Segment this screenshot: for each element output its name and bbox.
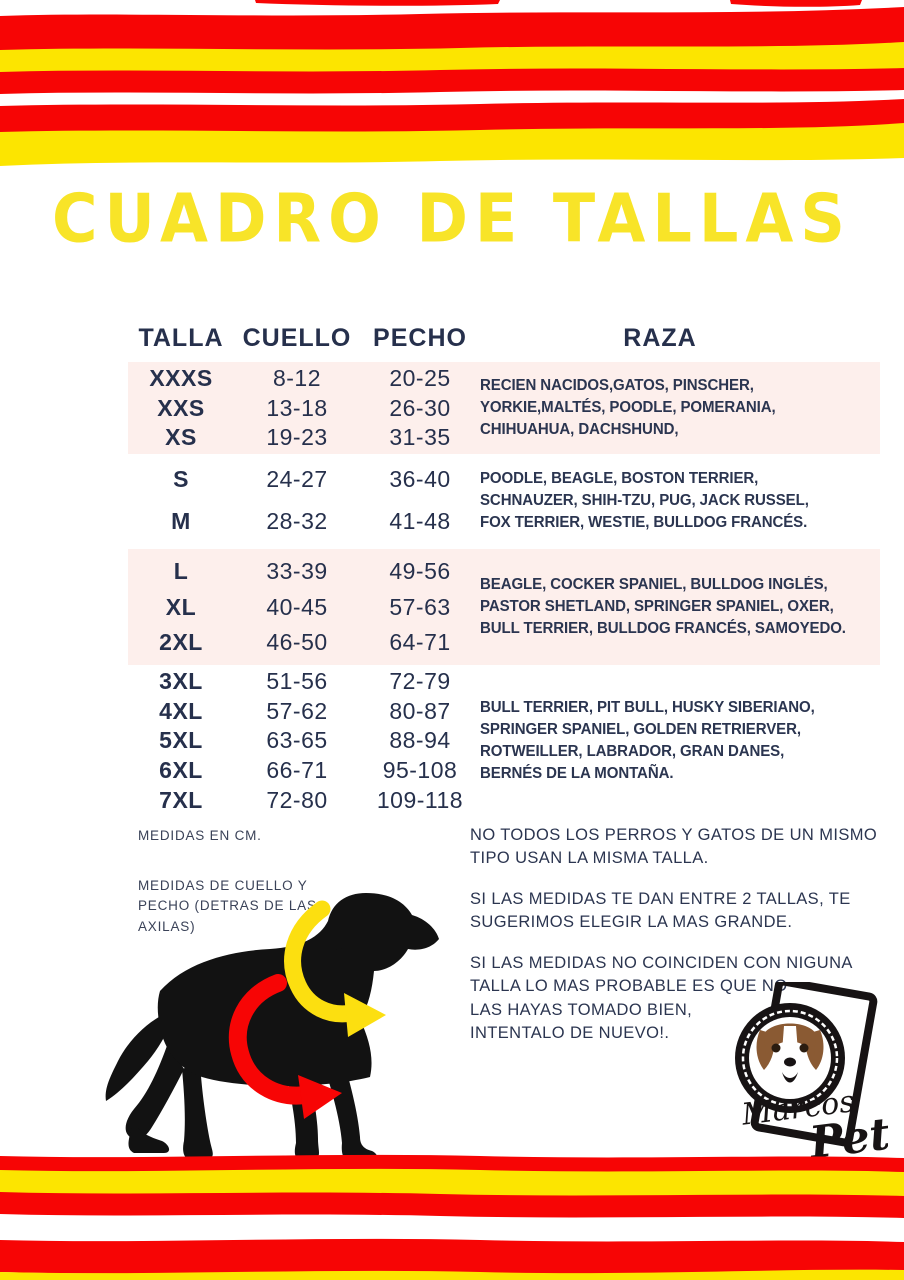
cuello-column: 8-12 13-18 19-23 bbox=[234, 362, 360, 454]
size-label: L bbox=[173, 557, 189, 584]
size-label: 5XL bbox=[159, 727, 203, 754]
pecho-value: 80-87 bbox=[389, 697, 451, 724]
size-label: 2XL bbox=[159, 629, 203, 656]
size-label: M bbox=[171, 507, 191, 534]
pecho-column: 36-40 41-48 bbox=[360, 452, 480, 549]
size-label: 3XL bbox=[159, 667, 203, 694]
pecho-value: 95-108 bbox=[382, 757, 458, 784]
size-label: XXXS bbox=[149, 364, 213, 391]
pecho-value: 72-79 bbox=[389, 667, 451, 694]
page-title: CUADRO DE TALLAS bbox=[52, 179, 852, 258]
cuello-value: 13-18 bbox=[266, 394, 328, 421]
bottom-stripes-decoration bbox=[0, 1154, 904, 1280]
header-talla: TALLA bbox=[138, 324, 224, 352]
pecho-value: 49-56 bbox=[389, 557, 451, 584]
pecho-value: 36-40 bbox=[389, 466, 451, 493]
size-label: S bbox=[173, 466, 189, 493]
size-label: 4XL bbox=[159, 697, 203, 724]
note-how-to-measure: MEDIDAS DE CUELLO Y PECHO (DETRAS DE LAS… bbox=[138, 878, 317, 934]
cuello-value: 33-39 bbox=[266, 557, 328, 584]
top-stripes-decoration bbox=[0, 0, 904, 166]
size-column: S M bbox=[128, 452, 234, 549]
pecho-value: 64-71 bbox=[389, 629, 451, 656]
header-cuello: CUELLO bbox=[242, 324, 352, 352]
pecho-column: 72-79 80-87 88-94 95-108 109-118 bbox=[360, 665, 480, 817]
pecho-column: 49-56 57-63 64-71 bbox=[360, 549, 480, 665]
marcos-pet-logo: Marcos Pet bbox=[735, 982, 888, 1164]
size-label: XS bbox=[165, 424, 197, 451]
raza-text: BEAGLE, COCKER SPANIEL, BULLDOG INGLÉS, … bbox=[480, 576, 846, 637]
cuello-column: 33-39 40-45 46-50 bbox=[234, 549, 360, 665]
raza-cell: BEAGLE, COCKER SPANIEL, BULLDOG INGLÉS, … bbox=[480, 549, 880, 665]
logo-text-pet: Pet bbox=[805, 1109, 888, 1164]
note-tip-no-match: SI LAS MEDIDAS NO COINCIDEN CON NIGUNA T… bbox=[470, 954, 853, 1043]
size-column: L XL 2XL bbox=[128, 549, 234, 665]
raza-text: RECIEN NACIDOS,GATOS, PINSCHER, YORKIE,M… bbox=[480, 377, 776, 438]
cuello-column: 51-56 57-62 63-65 66-71 72-80 bbox=[234, 665, 360, 817]
logo-badge-dog-face bbox=[735, 1003, 845, 1113]
size-label: XL bbox=[165, 593, 197, 620]
header-pecho: PECHO bbox=[373, 324, 467, 352]
pecho-value: 41-48 bbox=[389, 507, 451, 534]
size-group-xxxs-xs: XXXS XXS XS 8-12 13-18 19-23 20-25 26-30… bbox=[128, 362, 880, 454]
cuello-value: 40-45 bbox=[266, 593, 328, 620]
table-header: TALLA CUELLO PECHO RAZA bbox=[128, 324, 880, 353]
size-group-3xl-7xl: 3XL 4XL 5XL 6XL 7XL 51-56 57-62 63-65 66… bbox=[128, 665, 880, 817]
cuello-value: 19-23 bbox=[266, 424, 328, 451]
size-label: 7XL bbox=[159, 787, 203, 814]
note-tip-same-size: NO TODOS LOS PERROS Y GATOS DE UN MISMO … bbox=[470, 826, 878, 868]
note-tip-between-sizes: SI LAS MEDIDAS TE DAN ENTRE 2 TALLAS, TE… bbox=[470, 890, 851, 932]
cuello-value: 66-71 bbox=[266, 757, 328, 784]
size-group-l-2xl: L XL 2XL 33-39 40-45 46-50 49-56 57-63 6… bbox=[128, 549, 880, 665]
cuello-value: 63-65 bbox=[266, 727, 328, 754]
pecho-value: 26-30 bbox=[389, 394, 451, 421]
size-column: 3XL 4XL 5XL 6XL 7XL bbox=[128, 665, 234, 817]
raza-text: BULL TERRIER, PIT BULL, HUSKY SIBERIANO,… bbox=[480, 699, 815, 782]
cuello-value: 72-80 bbox=[266, 787, 328, 814]
pecho-value: 20-25 bbox=[389, 364, 451, 391]
dog-measurement-illustration bbox=[105, 893, 439, 1161]
pecho-value: 109-118 bbox=[376, 787, 464, 814]
cuello-value: 51-56 bbox=[266, 667, 328, 694]
pecho-value: 88-94 bbox=[389, 727, 451, 754]
cuello-value: 28-32 bbox=[266, 507, 328, 534]
cuello-value: 24-27 bbox=[266, 466, 328, 493]
raza-cell: POODLE, BEAGLE, BOSTON TERRIER, SCHNAUZE… bbox=[480, 452, 880, 549]
cuello-value: 57-62 bbox=[266, 697, 328, 724]
cuello-column: 24-27 28-32 bbox=[234, 452, 360, 549]
size-group-s-m: S M 24-27 28-32 36-40 41-48 POODLE, BEAG… bbox=[128, 452, 880, 549]
raza-cell: BULL TERRIER, PIT BULL, HUSKY SIBERIANO,… bbox=[480, 665, 880, 817]
size-label: XXS bbox=[157, 394, 205, 421]
pecho-value: 57-63 bbox=[389, 593, 451, 620]
raza-text: POODLE, BEAGLE, BOSTON TERRIER, SCHNAUZE… bbox=[480, 469, 809, 531]
header-raza: RAZA bbox=[623, 324, 697, 352]
cuello-value: 8-12 bbox=[272, 364, 322, 391]
pecho-column: 20-25 26-30 31-35 bbox=[360, 362, 480, 454]
size-label: 6XL bbox=[159, 757, 203, 784]
raza-cell: RECIEN NACIDOS,GATOS, PINSCHER, YORKIE,M… bbox=[480, 362, 880, 454]
pecho-value: 31-35 bbox=[389, 424, 451, 451]
cuello-value: 46-50 bbox=[266, 629, 328, 656]
note-units: MEDIDAS EN CM. bbox=[138, 828, 262, 843]
size-column: XXXS XXS XS bbox=[128, 362, 234, 454]
